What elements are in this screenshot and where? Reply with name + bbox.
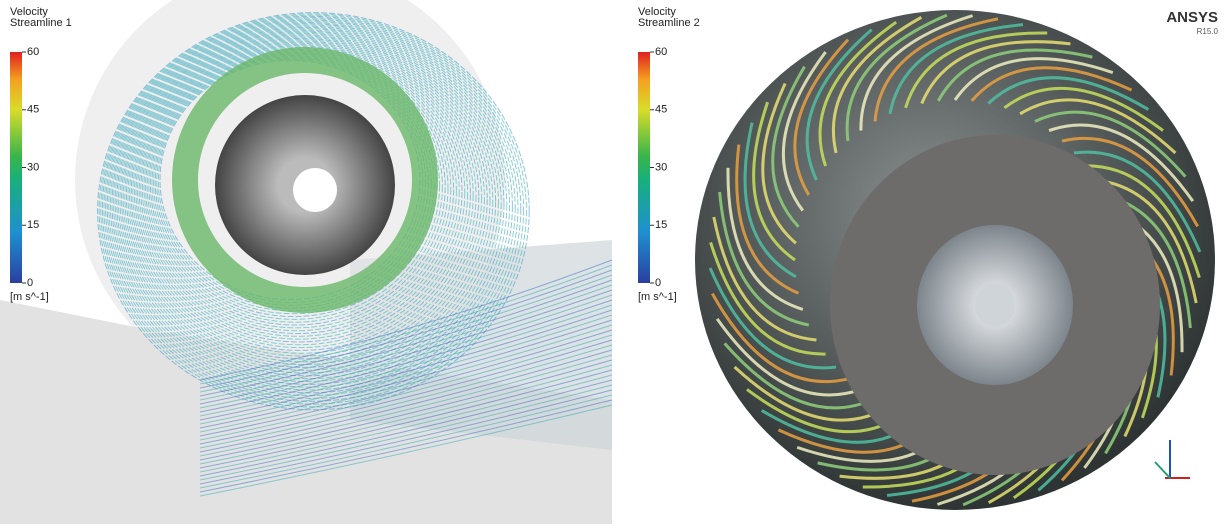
color-bar-label: 45 <box>655 104 667 116</box>
legend-unit: [m s^-1] <box>638 291 677 303</box>
color-bar-label: 60 <box>27 46 39 58</box>
color-bar-label: 0 <box>27 277 33 289</box>
color-bar-label: 45 <box>27 104 39 116</box>
color-bar-label: 0 <box>655 277 661 289</box>
color-bar-label: 15 <box>27 219 39 231</box>
color-bar-label: 15 <box>655 219 667 231</box>
color-bar <box>638 52 650 283</box>
color-bar-label: 30 <box>27 161 39 173</box>
version: R15.0 <box>1197 27 1219 36</box>
legend-subtitle: Streamline 1 <box>10 17 72 29</box>
left-render <box>0 0 612 524</box>
right-render <box>695 10 1215 510</box>
color-bar-label: 30 <box>655 161 667 173</box>
color-bar-label: 60 <box>655 46 667 58</box>
page: {"panels": [ {"legend": {"title": "Veloc… <box>0 0 1224 524</box>
legend-subtitle: Streamline 2 <box>638 17 700 29</box>
color-bar <box>10 52 22 283</box>
legend-unit: [m s^-1] <box>10 291 49 303</box>
brand: ANSYS <box>1166 9 1218 26</box>
scene: VelocityStreamline 1604530150[m s^-1]Vel… <box>0 0 1224 524</box>
axis-triad <box>1155 440 1190 478</box>
